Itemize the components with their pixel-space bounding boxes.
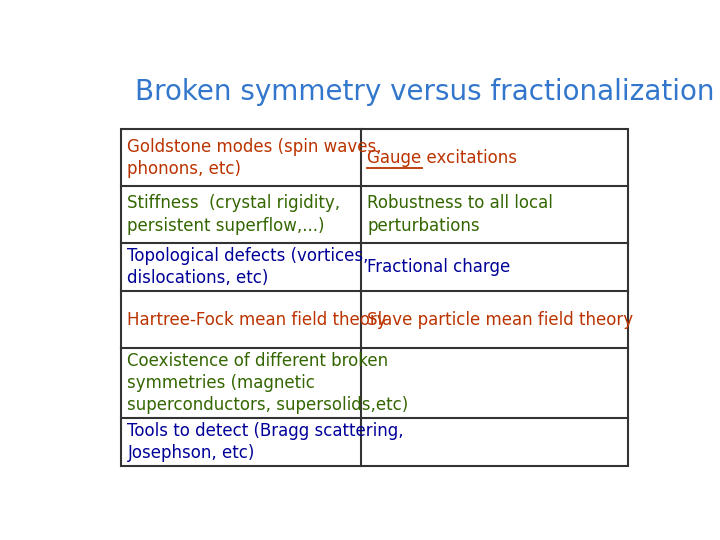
Bar bbox=[121, 129, 629, 466]
Text: Topological defects (vortices,
dislocations, etc): Topological defects (vortices, dislocati… bbox=[127, 247, 369, 287]
Text: Fractional charge: Fractional charge bbox=[367, 258, 510, 276]
Text: Coexistence of different broken
symmetries (magnetic
superconductors, supersolid: Coexistence of different broken symmetri… bbox=[127, 352, 409, 414]
Text: Slave particle mean field theory: Slave particle mean field theory bbox=[367, 310, 634, 329]
Text: Tools to detect (Bragg scattering,
Josephson, etc): Tools to detect (Bragg scattering, Josep… bbox=[127, 422, 404, 462]
Text: Goldstone modes (spin waves,
phonons, etc): Goldstone modes (spin waves, phonons, et… bbox=[127, 138, 382, 178]
Text: Gauge excitations: Gauge excitations bbox=[367, 148, 518, 167]
Text: Robustness to all local
perturbations: Robustness to all local perturbations bbox=[367, 194, 553, 234]
Text: Broken symmetry versus fractionalization: Broken symmetry versus fractionalization bbox=[135, 78, 714, 106]
Text: Hartree-Fock mean field theory: Hartree-Fock mean field theory bbox=[127, 310, 387, 329]
Text: Stiffness  (crystal rigidity,
persistent superflow,...): Stiffness (crystal rigidity, persistent … bbox=[127, 194, 341, 234]
